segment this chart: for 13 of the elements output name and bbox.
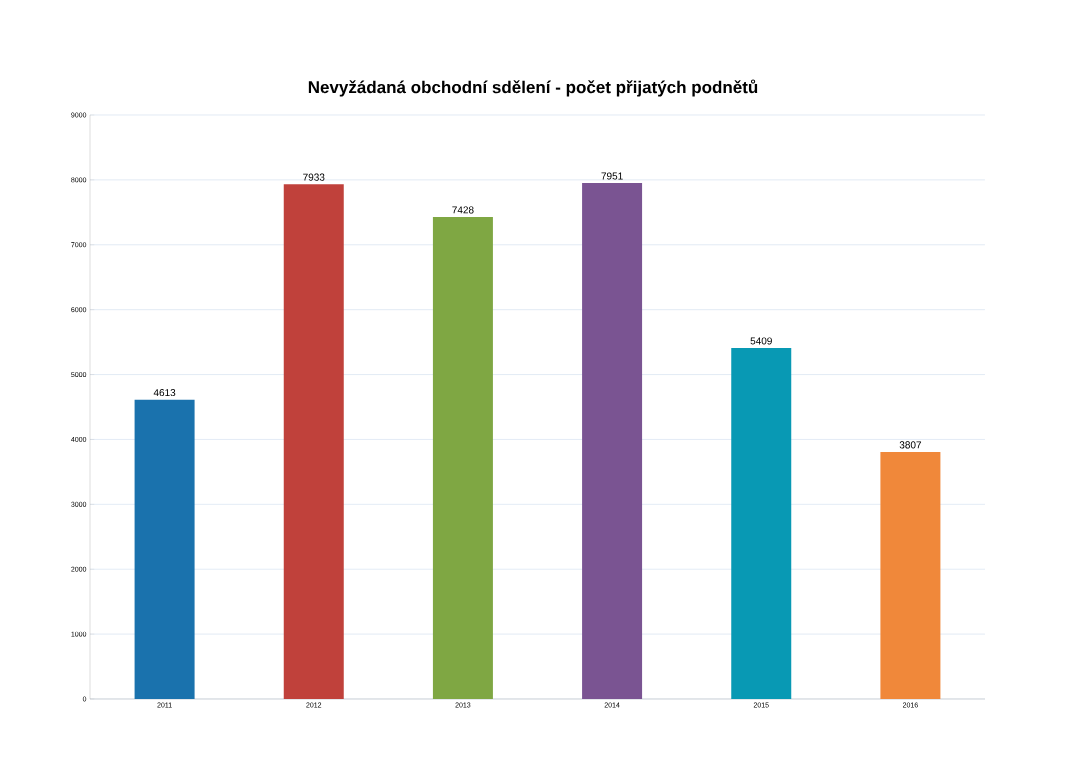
bar xyxy=(432,217,493,699)
data-label: 7428 xyxy=(452,206,474,214)
data-label: 3807 xyxy=(899,441,922,449)
data-label: 7951 xyxy=(601,172,623,180)
data-label: 5409 xyxy=(750,337,772,345)
bar xyxy=(731,348,792,699)
bar xyxy=(582,183,643,699)
bar xyxy=(880,451,941,699)
data-label: 4613 xyxy=(153,389,176,397)
bar xyxy=(134,399,195,699)
data-label: 7933 xyxy=(303,173,325,181)
bar xyxy=(283,184,344,699)
chart-title: Nevyžádaná obchodní sdělení - počet přijatých podnětů xyxy=(308,79,758,97)
